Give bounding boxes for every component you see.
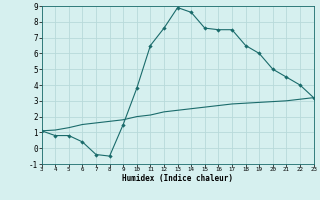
X-axis label: Humidex (Indice chaleur): Humidex (Indice chaleur): [122, 174, 233, 183]
